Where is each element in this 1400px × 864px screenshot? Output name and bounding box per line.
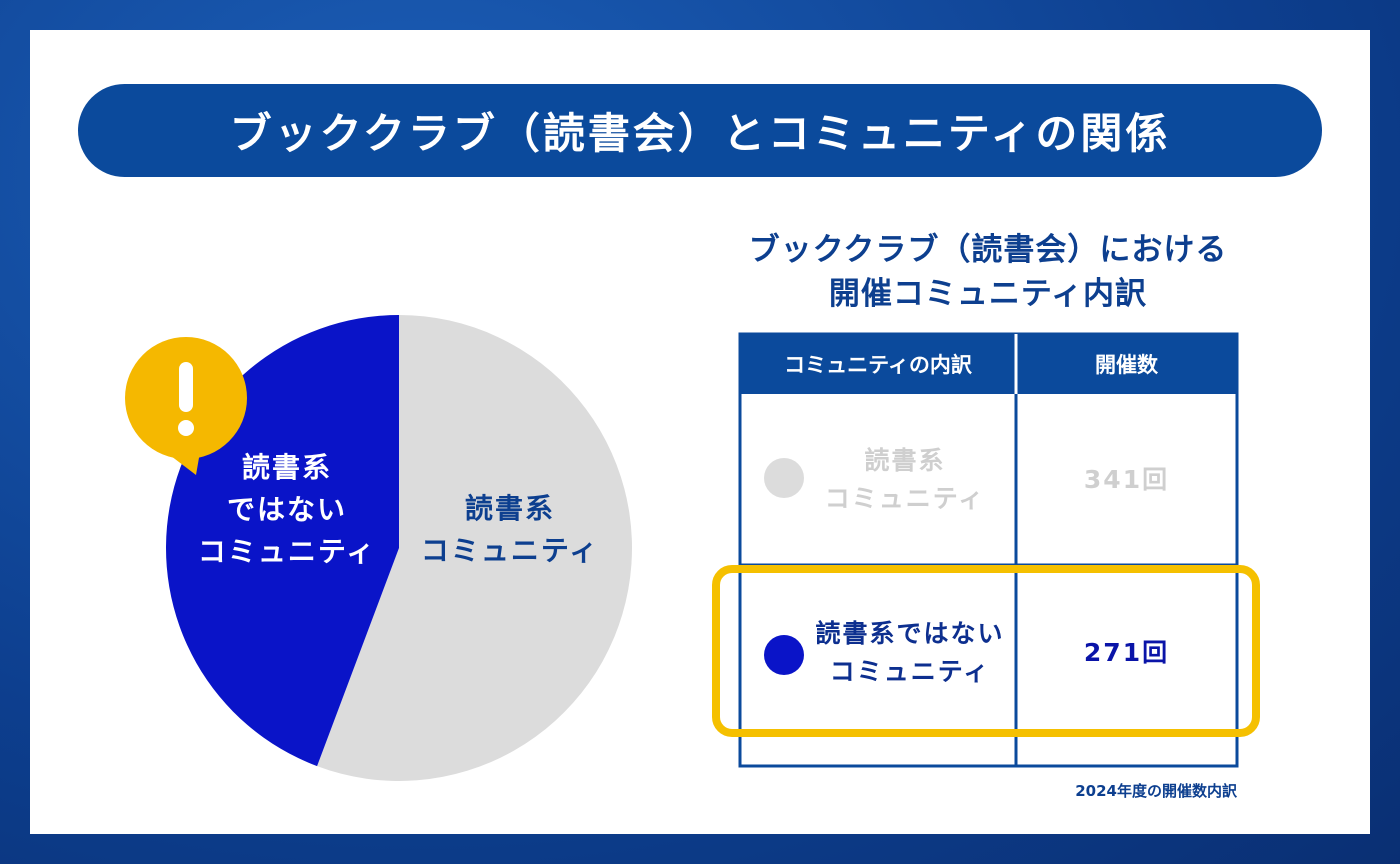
pie-slice [317,315,632,782]
title: ブッククラブ（読書会）とコミュニティの関係 [78,84,1322,177]
table-frame [712,332,1260,768]
table-header: 開催数 [1095,353,1158,377]
alert-bubble [125,337,247,475]
table-title: ブッククラブ（読書会）における 開催コミュニティ内訳 [748,232,1228,312]
pie-label: 読書系 ではない コミュニティ [197,451,377,568]
table-header: コミュニティの内訳 [784,353,972,377]
note: 2024年度の開催数内訳 [1075,782,1237,800]
table-cell: 読書系 コミュニティ [824,446,986,513]
pie-label: 読書系 コミュニティ [420,492,600,567]
table-cell: 341回 [1083,465,1170,494]
table-cell: 271回 [1083,637,1170,667]
table-cell: 読書系ではない コミュニティ [815,618,1005,686]
